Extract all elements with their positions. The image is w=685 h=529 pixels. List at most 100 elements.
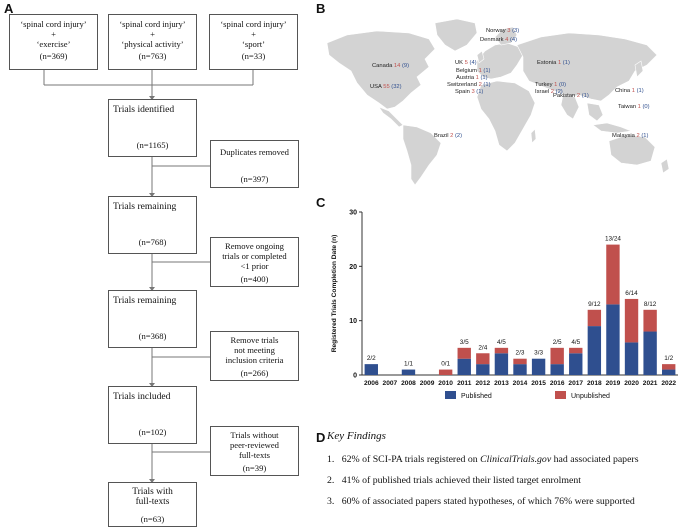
box-title: Trials remaining: [113, 295, 177, 306]
bar-segment-unpublished-2012: [476, 353, 490, 365]
map-label-spain: Spain 3 (1): [455, 89, 483, 95]
map-country-name: Norway: [486, 28, 508, 34]
japan-shape: [634, 60, 644, 78]
x-tick-label: 2019: [606, 380, 621, 387]
bar-segment-unpublished-2010: [438, 369, 453, 375]
map-published-count: (3): [512, 28, 520, 34]
bar-segment-published-2012: [476, 364, 490, 375]
bar-segment-published-2006: [364, 364, 378, 375]
bar-data-label: 2/5: [553, 339, 562, 346]
bar-data-label: 3/3: [534, 350, 543, 357]
bar-segment-unpublished-2022: [662, 364, 676, 370]
search-box-sport: ‘spinal cord injury’ + ‘sport’ (n=33): [209, 14, 298, 70]
finding-number: 3.: [327, 496, 335, 507]
y-axis-label: Registered Trials Completion Date (n): [331, 235, 338, 353]
x-tick-label: 2009: [420, 380, 435, 387]
map-published-count: (1): [562, 60, 570, 66]
bar-data-label: 3/5: [460, 339, 469, 346]
map-label-belgium: Belgium 1 (1): [456, 68, 491, 74]
bar-data-label: 8/12: [644, 301, 657, 308]
box-trials-identified: Trials identified (n=1165): [108, 99, 197, 157]
box-without-full-texts: Trials without peer-reviewed full-texts …: [210, 426, 299, 476]
map-published-count: (0): [558, 82, 567, 88]
search-term: ‘exercise’: [36, 39, 71, 49]
map-label-canada: Canada 14 (9): [372, 63, 409, 69]
box-remove-ongoing: Remove ongoing trials or completed <1 pr…: [210, 237, 299, 287]
map-country-name: Austria: [456, 75, 476, 81]
map-label-malaysia: Malaysia 2 (1): [612, 133, 648, 139]
search-plus: +: [51, 29, 56, 39]
search-term: ‘spinal cord injury’: [20, 19, 87, 29]
x-tick-label: 2008: [401, 380, 416, 387]
search-box-exercise: ‘spinal cord injury’ + ‘exercise’ (n=369…: [9, 14, 98, 70]
panel-label-b: B: [316, 1, 326, 16]
map-label-turkey: Turkey 1 (0): [535, 82, 566, 88]
box-title: trials or completed: [222, 251, 287, 261]
world-map: [326, 18, 670, 186]
map-label-austria: Austria 1 (1): [456, 75, 488, 81]
bar-data-label: 0/1: [441, 361, 450, 368]
southeast-asia-shape: [586, 102, 604, 122]
finding-item-2: 2. 41% of published trials achieved thei…: [327, 475, 685, 486]
bar-data-label: 13/24: [605, 236, 621, 243]
map-country-name: UK: [455, 60, 465, 66]
bar-segment-published-2021: [643, 331, 657, 375]
box-duplicates-removed: Duplicates removed (n=397): [210, 140, 299, 188]
map-count: 1: [631, 88, 637, 94]
box-title: inclusion criteria: [225, 355, 284, 365]
box-title: peer-reviewed: [230, 440, 279, 450]
map-published-count: (4): [509, 37, 518, 43]
bar-segment-published-2013: [494, 353, 509, 375]
x-tick-label: 2006: [364, 380, 379, 387]
search-box-physical-activity: ‘spinal cord injury’ + ‘physical activit…: [108, 14, 197, 70]
box-title: Trials included: [113, 391, 171, 402]
legend-swatch-published: [445, 391, 456, 399]
legend-label-unpublished: Unpublished: [571, 393, 610, 400]
search-plus: +: [150, 29, 155, 39]
map-count: 3: [507, 28, 513, 34]
india-shape: [560, 94, 580, 120]
new-zealand-shape: [660, 158, 670, 174]
finding-italic-text: ClinicalTrials.gov: [480, 454, 552, 465]
asia-shape: [516, 32, 658, 102]
search-term: ‘spinal cord injury’: [220, 19, 287, 29]
map-published-count: (0): [642, 104, 650, 110]
box-trials-remaining-1: Trials remaining (n=768): [108, 196, 197, 254]
bar-data-label: 1/2: [664, 355, 673, 362]
bar-segment-published-2019: [606, 304, 620, 375]
map-published-count: (1): [641, 133, 649, 139]
bar-segment-unpublished-2013: [494, 347, 509, 354]
map-country-name: Turkey: [535, 82, 555, 88]
map-country-name: Israel: [535, 89, 551, 95]
map-label-estonia: Estonia 1 (1): [537, 60, 570, 66]
map-published-count: (9): [401, 63, 410, 69]
map-published-count: (2): [454, 133, 463, 139]
y-tick-label: 0: [353, 373, 357, 380]
map-country-name: Malaysia: [612, 133, 637, 139]
x-tick-label: 2021: [643, 380, 658, 387]
box-title: Trials remaining: [113, 201, 177, 212]
box-title: Remove trials: [230, 335, 279, 345]
indonesia-shape: [592, 122, 633, 134]
map-published-count: (32): [391, 84, 402, 90]
map-country-name: Switzerland: [447, 82, 479, 88]
bar-segment-unpublished-2016: [550, 347, 564, 365]
map-count: 2: [450, 133, 455, 139]
map-published-count: (1): [636, 88, 644, 94]
map-label-taiwan: Taiwan 1 (0): [618, 104, 650, 110]
finding-number: 1.: [327, 454, 335, 465]
box-title: full-texts: [238, 450, 271, 460]
search-plus: +: [251, 29, 256, 39]
box-count: (n=397): [240, 174, 269, 184]
bar-segment-unpublished-2019: [606, 244, 620, 305]
finding-item-1: 1. 62% of SCI-PA trials registered on Cl…: [327, 454, 685, 465]
map-country-name: Spain: [455, 89, 472, 95]
box-trials-included: Trials included (n=102): [108, 386, 197, 444]
north-america-shape: [326, 30, 436, 110]
map-count: 1: [557, 60, 563, 66]
scandinavia-shape: [494, 26, 518, 46]
finding-item-3: 3. 60% of associated papers stated hypot…: [327, 496, 685, 507]
map-country-name: Pakistan: [553, 93, 577, 99]
bar-segment-published-2016: [550, 364, 564, 375]
